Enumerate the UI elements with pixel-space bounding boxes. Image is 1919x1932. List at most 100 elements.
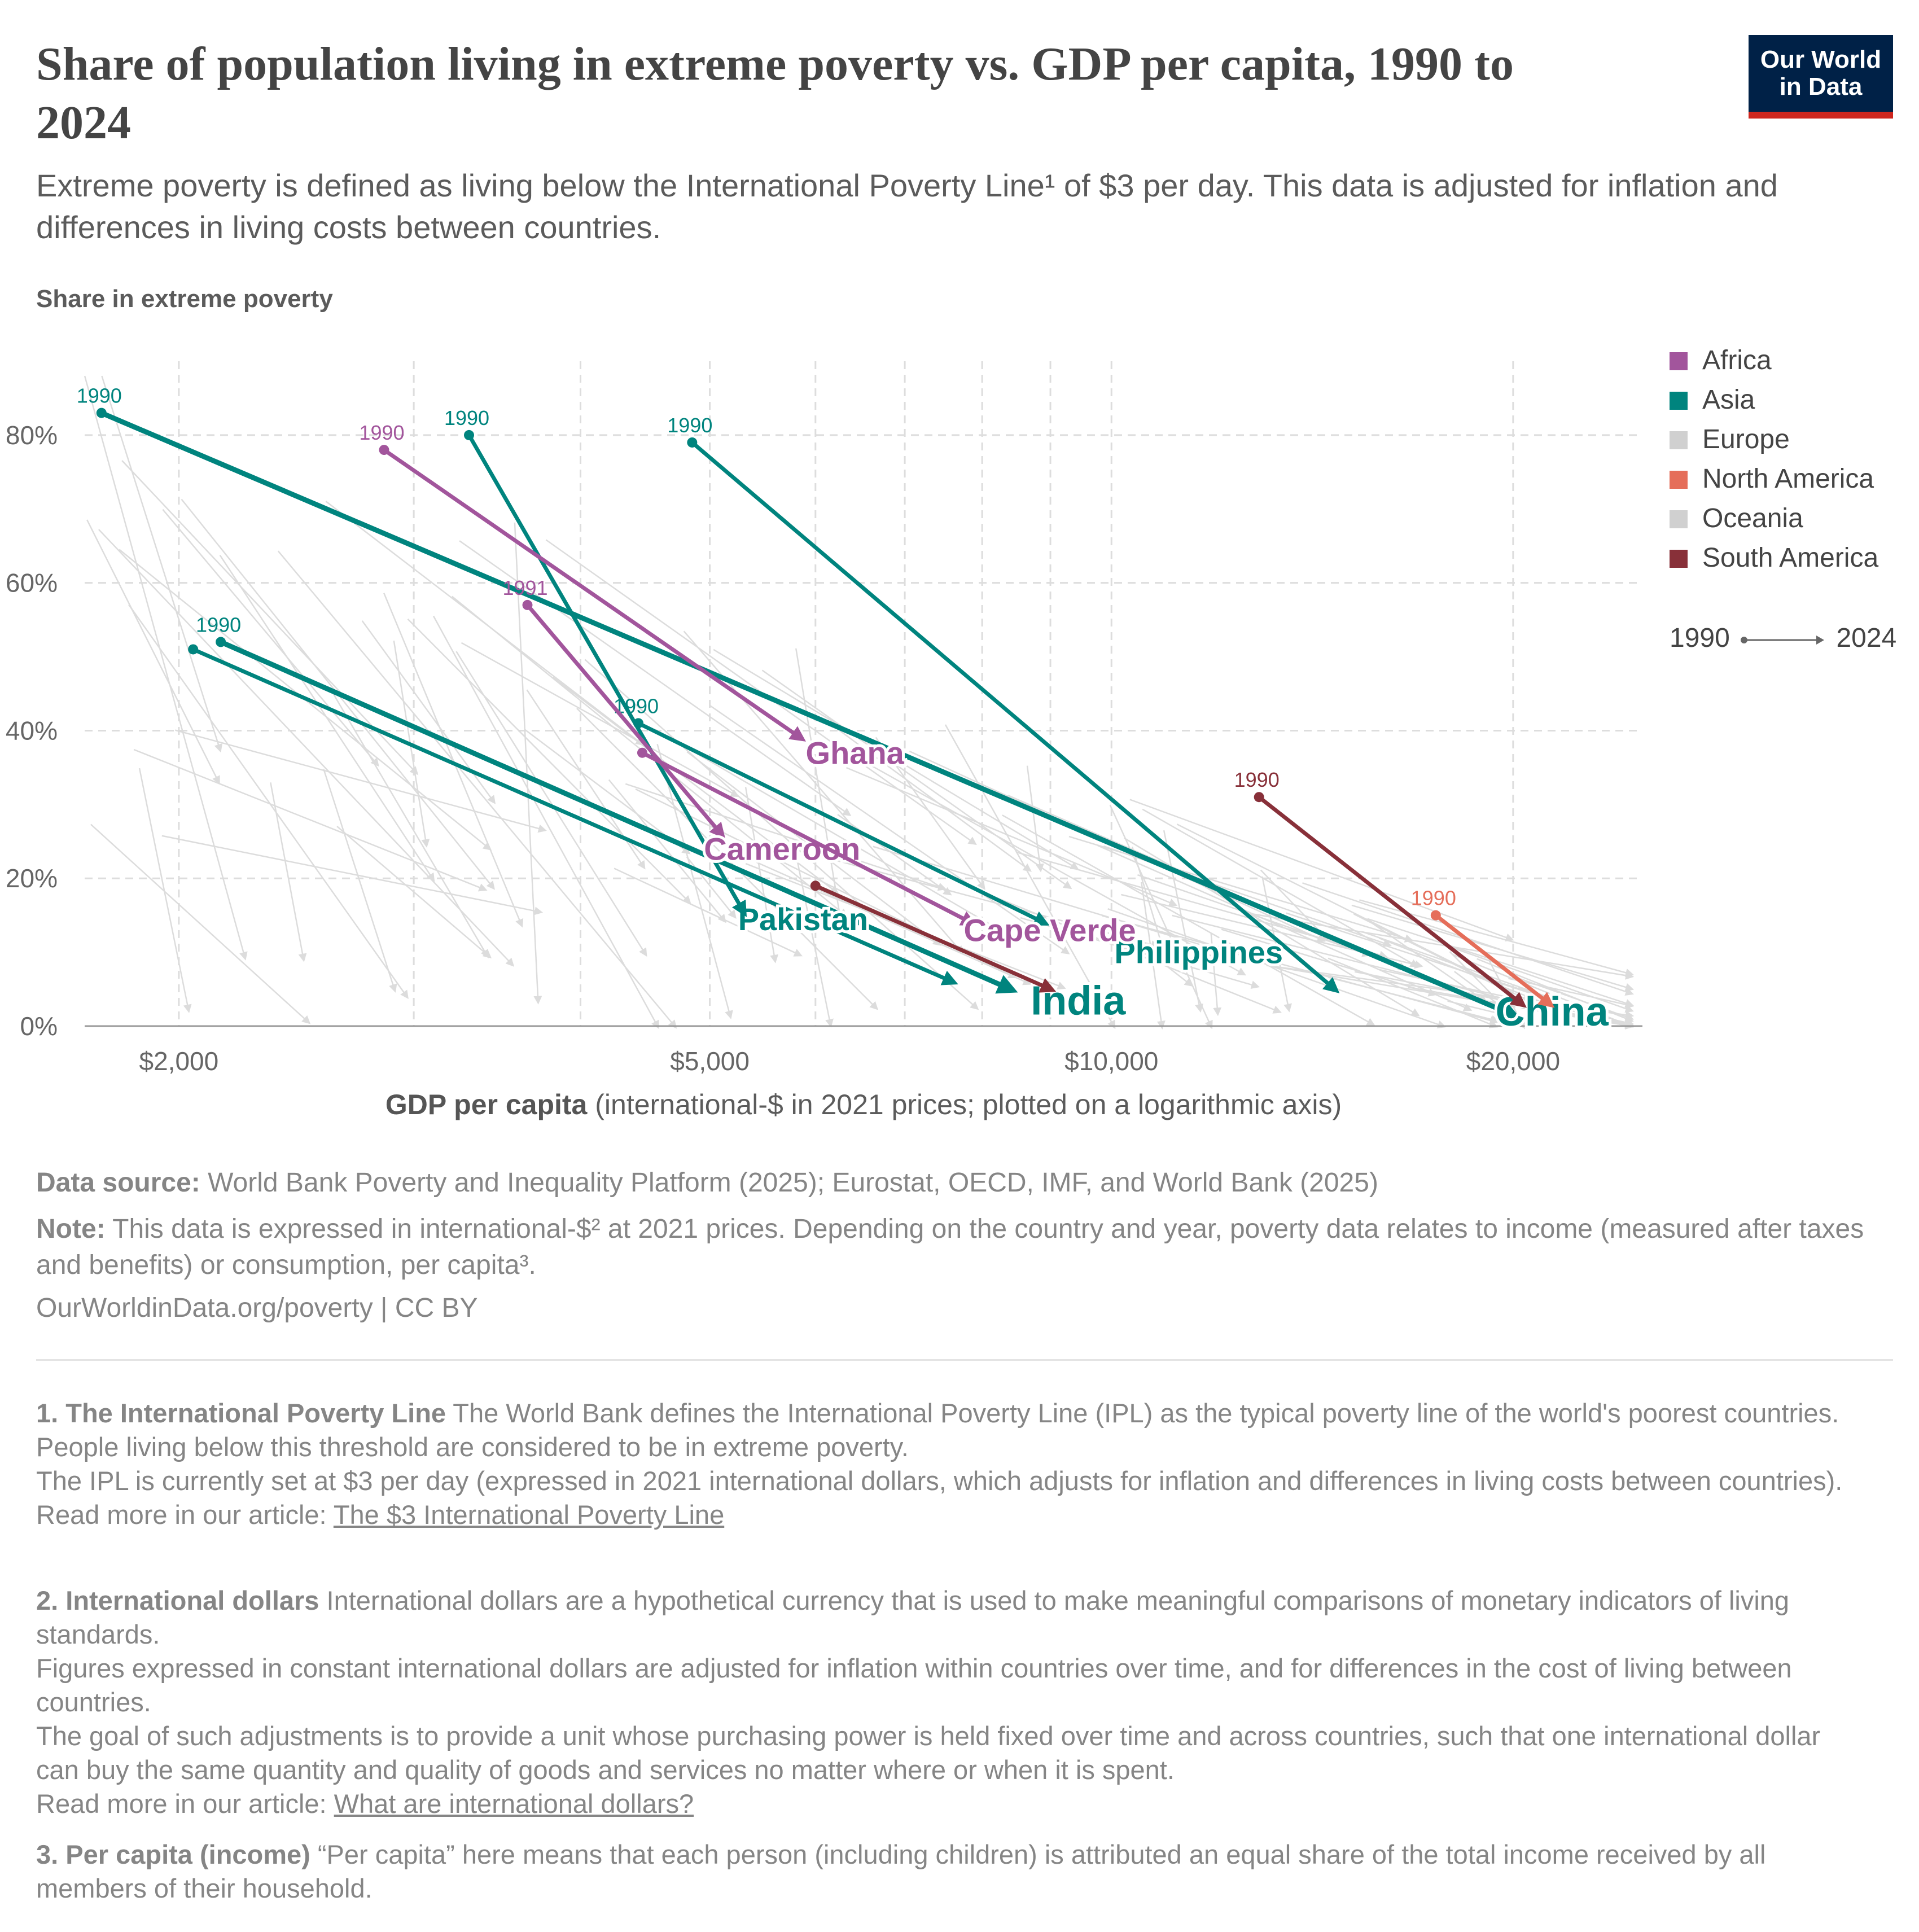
background-country-line	[383, 593, 524, 928]
background-country-line	[686, 751, 942, 946]
logo-line2: in Data	[1779, 73, 1863, 100]
background-country-line	[1275, 966, 1635, 1029]
background-country-line	[875, 737, 985, 890]
background-country-line	[837, 814, 952, 896]
series-line	[637, 721, 1050, 926]
background-country-line	[455, 651, 647, 957]
x-axis-title-bold: GDP per capita	[385, 1089, 588, 1120]
background-country-line	[744, 787, 778, 963]
series-line	[220, 639, 1018, 994]
footnote-3: 3. Per capita (income) “Per capita” here…	[36, 1838, 1865, 1905]
background-country-line	[336, 826, 492, 959]
y-tick-label: 60%	[6, 568, 58, 598]
series-label: Cameroon	[704, 831, 860, 866]
footnote-2-read-more: Read more in our article:	[36, 1789, 334, 1819]
background-country-line	[1129, 799, 1514, 942]
background-country-line	[795, 856, 834, 1028]
background-country-line	[133, 748, 488, 892]
footnote-1-link[interactable]: The $3 International Poverty Line	[333, 1500, 725, 1530]
series-line	[525, 603, 726, 839]
series-start-label: 1990	[359, 421, 404, 444]
series-start-point	[188, 644, 199, 655]
legend-swatch-south-america	[1670, 550, 1688, 568]
series-line	[192, 647, 958, 985]
y-tick-label: 40%	[6, 716, 58, 745]
owid-logo[interactable]: Our World in Data	[1749, 35, 1893, 119]
legend: Africa Asia Europe North America Oceania…	[1670, 342, 1878, 579]
footnote-2-title: 2. International dollars	[36, 1585, 319, 1615]
background-country-line	[84, 375, 248, 961]
y-tick-label: 20%	[6, 864, 58, 893]
series-label: Pakistan	[738, 901, 868, 937]
footnote-1-read-more: Read more in our article:	[36, 1500, 334, 1530]
background-country-line	[277, 550, 677, 1029]
legend-label-oceania: Oceania	[1702, 503, 1803, 533]
series-line	[467, 434, 747, 917]
legend-item-asia[interactable]: Asia	[1670, 382, 1878, 421]
background-country-line	[407, 618, 691, 904]
background-country-line	[1261, 876, 1292, 1013]
x-tick-label: $20,000	[1466, 1046, 1560, 1076]
footnote-2-text: International dollars are a hypothetical…	[36, 1585, 1790, 1649]
series-unlabeled: 1990	[1234, 768, 1527, 1008]
background-country-line	[655, 729, 1008, 935]
series-start-label: 1991	[502, 576, 547, 599]
data-source-label: Data source:	[36, 1168, 200, 1198]
series-start-point	[216, 637, 226, 647]
series-unlabeled: 1990	[1411, 887, 1555, 1008]
series-line	[691, 441, 1340, 993]
background-country-line	[1068, 835, 1414, 943]
series-unlabeled: 1990	[614, 694, 1050, 926]
background-country-line	[944, 724, 1116, 1029]
background-country-line	[98, 529, 515, 967]
legend-time-end: 2024	[1836, 623, 1897, 654]
footnote-1-title: 1. The International Poverty Line	[36, 1398, 446, 1428]
series-start-point	[1254, 792, 1264, 803]
background-country-line	[101, 375, 223, 753]
series-label: Philippines	[1114, 935, 1283, 970]
legend-swatch-north-america	[1670, 471, 1688, 489]
background-country-line	[219, 554, 435, 882]
background-country-line	[584, 659, 979, 1010]
background-country-line	[709, 705, 1070, 954]
x-axis-title-rest: (international-$ in 2021 prices; plotted…	[587, 1089, 1342, 1120]
legend-swatch-asia	[1670, 392, 1688, 410]
series-pakistan: Pakistan	[188, 644, 958, 985]
series-start-label: 1990	[196, 613, 241, 636]
series-start-label: 1990	[77, 384, 122, 408]
background-country-line	[1452, 953, 1634, 1028]
background-country-line	[873, 845, 1226, 954]
background-country-line	[656, 743, 733, 1019]
legend-item-south-america[interactable]: South America	[1670, 540, 1878, 579]
legend-label-south-america: South America	[1702, 543, 1879, 573]
y-tick-label: 0%	[20, 1011, 58, 1041]
legend-item-africa[interactable]: Africa	[1670, 342, 1878, 382]
background-country-line	[1163, 830, 1203, 1013]
source-url[interactable]: OurWorldinData.org/poverty | CC BY	[36, 1293, 478, 1323]
series-label: Cape Verde	[964, 912, 1136, 948]
x-axis-title: GDP per capita (international-$ in 2021 …	[0, 1088, 1727, 1121]
background-country-line	[1361, 931, 1634, 1029]
series-start-point	[810, 880, 821, 891]
background-country-line	[1351, 904, 1635, 992]
series-line	[383, 448, 807, 742]
legend-item-europe[interactable]: Europe	[1670, 421, 1878, 461]
series-start-point	[637, 747, 647, 758]
background-country-line	[86, 519, 220, 785]
legend-item-oceania[interactable]: Oceania	[1670, 500, 1878, 540]
background-country-line	[1109, 804, 1213, 1029]
background-country-line	[576, 708, 879, 1010]
background-country-line	[1328, 976, 1500, 1024]
background-country-line	[1367, 918, 1634, 1007]
series-label: Ghana	[806, 735, 905, 770]
chart-title: Share of population living in extreme po…	[36, 38, 1514, 149]
legend-swatch-africa	[1670, 352, 1688, 370]
background-country-line	[1015, 851, 1388, 960]
background-country-line	[524, 729, 691, 855]
background-country-line	[138, 768, 192, 1013]
footnote-2-link[interactable]: What are international dollars?	[334, 1789, 694, 1819]
legend-item-north-america[interactable]: North America	[1670, 461, 1878, 500]
series-start-point	[379, 445, 389, 455]
series-line	[1434, 913, 1555, 1008]
background-country-line	[1026, 765, 1044, 873]
